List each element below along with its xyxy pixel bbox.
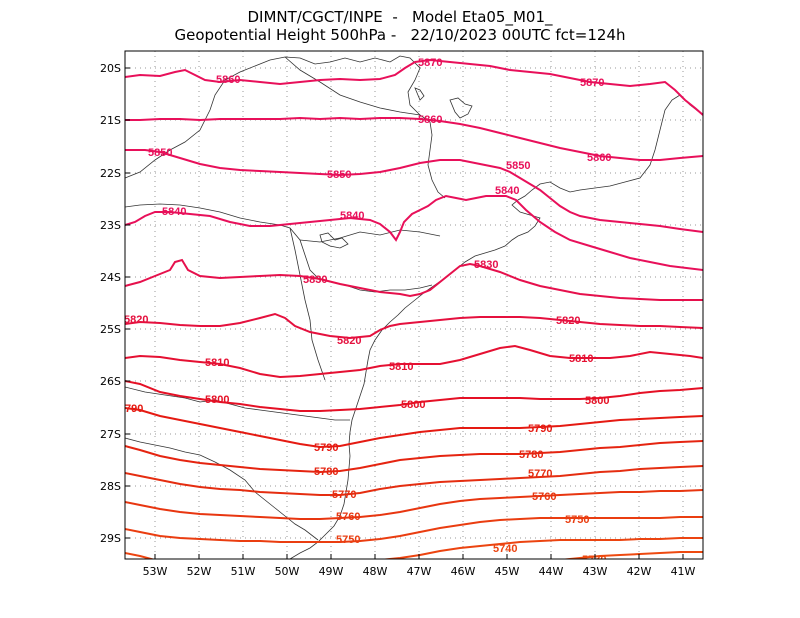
contour-5760 — [125, 489, 703, 520]
contour-5750 — [125, 516, 703, 543]
lat-axis: 20S 21S 22S 23S 24S 25S 26S 27S 28S 29S — [100, 62, 121, 545]
lat-tick-label: 23S — [100, 219, 121, 232]
grid-lines — [125, 51, 703, 559]
contour-label: 5730 — [582, 554, 606, 566]
contour-label: 5770 — [528, 468, 552, 480]
contour-5740 — [125, 537, 703, 559]
contour-label: 5840 — [495, 185, 519, 197]
contour-label: 5740 — [493, 543, 517, 555]
lon-tick-label: 51W — [231, 565, 256, 578]
contour-labels: 5870 5870 5860 5860 5860 5850 5850 5850 … — [124, 57, 611, 566]
contour-label: 5810 — [205, 357, 229, 369]
lat-tick-label: 24S — [100, 271, 121, 284]
lon-tick-label: 47W — [407, 565, 432, 578]
contour-label: 5840 — [162, 206, 186, 218]
lat-tick-label: 29S — [100, 532, 121, 545]
lon-tick-label: 50W — [275, 565, 300, 578]
contour-5870 — [125, 58, 703, 116]
contour-5820 — [125, 312, 703, 340]
contour-label: 5860 — [216, 74, 240, 86]
lake-furnas — [449, 97, 473, 119]
contour-lines — [125, 58, 703, 559]
lat-tick-label: 20S — [100, 62, 121, 75]
contour-label: 5870 — [580, 77, 604, 89]
contour-label: 5790 — [314, 442, 338, 454]
lon-tick-label: 53W — [143, 565, 168, 578]
contour-5770 — [125, 465, 703, 496]
contour-label: 5750 — [336, 534, 360, 546]
contour-label: 5860 — [418, 114, 442, 126]
contour-5790 — [125, 407, 703, 449]
contour-5850 — [125, 149, 703, 233]
contour-label: 5860 — [587, 152, 611, 164]
lon-tick-label: 46W — [451, 565, 476, 578]
map-frame — [124, 50, 704, 560]
lat-tick-label: 27S — [100, 428, 121, 441]
lon-tick-label: 43W — [583, 565, 608, 578]
map-title-line1: DIMNT/CGCT/INPE - Model Eta05_M01_ — [247, 8, 553, 26]
contour-label: 5760 — [532, 491, 556, 503]
contour-5780 — [125, 440, 703, 474]
contour-label: 5820 — [337, 335, 361, 347]
contour-label: 5840 — [340, 210, 364, 222]
lat-tick-label: 25S — [100, 323, 121, 336]
contour-label: 5850 — [148, 147, 172, 159]
map-title-line2: Geopotential Height 500hPa - 22/10/2023 … — [174, 26, 626, 44]
lon-tick-label: 48W — [363, 565, 388, 578]
contour-5830 — [125, 258, 703, 301]
river-grande — [284, 56, 421, 116]
contour-label: 5830 — [474, 259, 498, 271]
lon-axis: 53W 52W 51W 50W 49W 48W 47W 46W 45W 44W … — [143, 565, 696, 578]
state-border-pr-sc — [125, 386, 350, 421]
contour-label: 5790 — [528, 423, 552, 435]
lon-tick-label: 45W — [495, 565, 520, 578]
contour-label: 5810 — [389, 361, 413, 373]
coastline-borders — [125, 55, 703, 559]
lat-tick-label: 28S — [100, 480, 121, 493]
lat-tick-label: 21S — [100, 114, 121, 127]
tick-marks — [125, 67, 684, 559]
lon-tick-label: 44W — [539, 565, 564, 578]
contour-label: 5780 — [314, 466, 338, 478]
contour-label: 5870 — [418, 57, 442, 69]
contour-label: 5800 — [205, 394, 229, 406]
contour-label: 5850 — [327, 169, 351, 181]
contour-label: 5820 — [556, 315, 580, 327]
contour-label: 5830 — [303, 274, 327, 286]
river-tiete — [299, 229, 441, 243]
lon-tick-label: 41W — [671, 565, 696, 578]
lake-3 — [414, 87, 425, 101]
lon-tick-label: 42W — [627, 565, 652, 578]
lon-tick-label: 49W — [319, 565, 344, 578]
river-parana — [289, 227, 326, 381]
state-border-sp-pr — [125, 203, 433, 293]
lat-tick-label: 26S — [100, 375, 121, 388]
contour-5840 — [125, 194, 703, 271]
lat-tick-label: 22S — [100, 167, 121, 180]
contour-label: 5760 — [336, 511, 360, 523]
coastline — [289, 94, 703, 559]
state-border-sc-rs — [125, 437, 319, 541]
contour-label: 5780 — [519, 449, 543, 461]
contour-5810 — [125, 344, 703, 379]
state-border-mg-sp — [125, 55, 446, 199]
contour-label: 5800 — [401, 399, 425, 411]
contour-label: 5800 — [585, 395, 609, 407]
contour-5800 — [125, 380, 703, 412]
contour-5730 — [559, 551, 703, 559]
contour-label: 5810 — [569, 353, 593, 365]
contour-5860 — [125, 116, 703, 161]
contour-label: 5750 — [565, 514, 589, 526]
contour-label: 5820 — [124, 314, 148, 326]
lake-2 — [319, 232, 349, 249]
contour-label: 790 — [125, 403, 143, 415]
contour-label: 5850 — [506, 160, 530, 172]
contour-label: 5770 — [332, 489, 356, 501]
lon-tick-label: 52W — [187, 565, 212, 578]
